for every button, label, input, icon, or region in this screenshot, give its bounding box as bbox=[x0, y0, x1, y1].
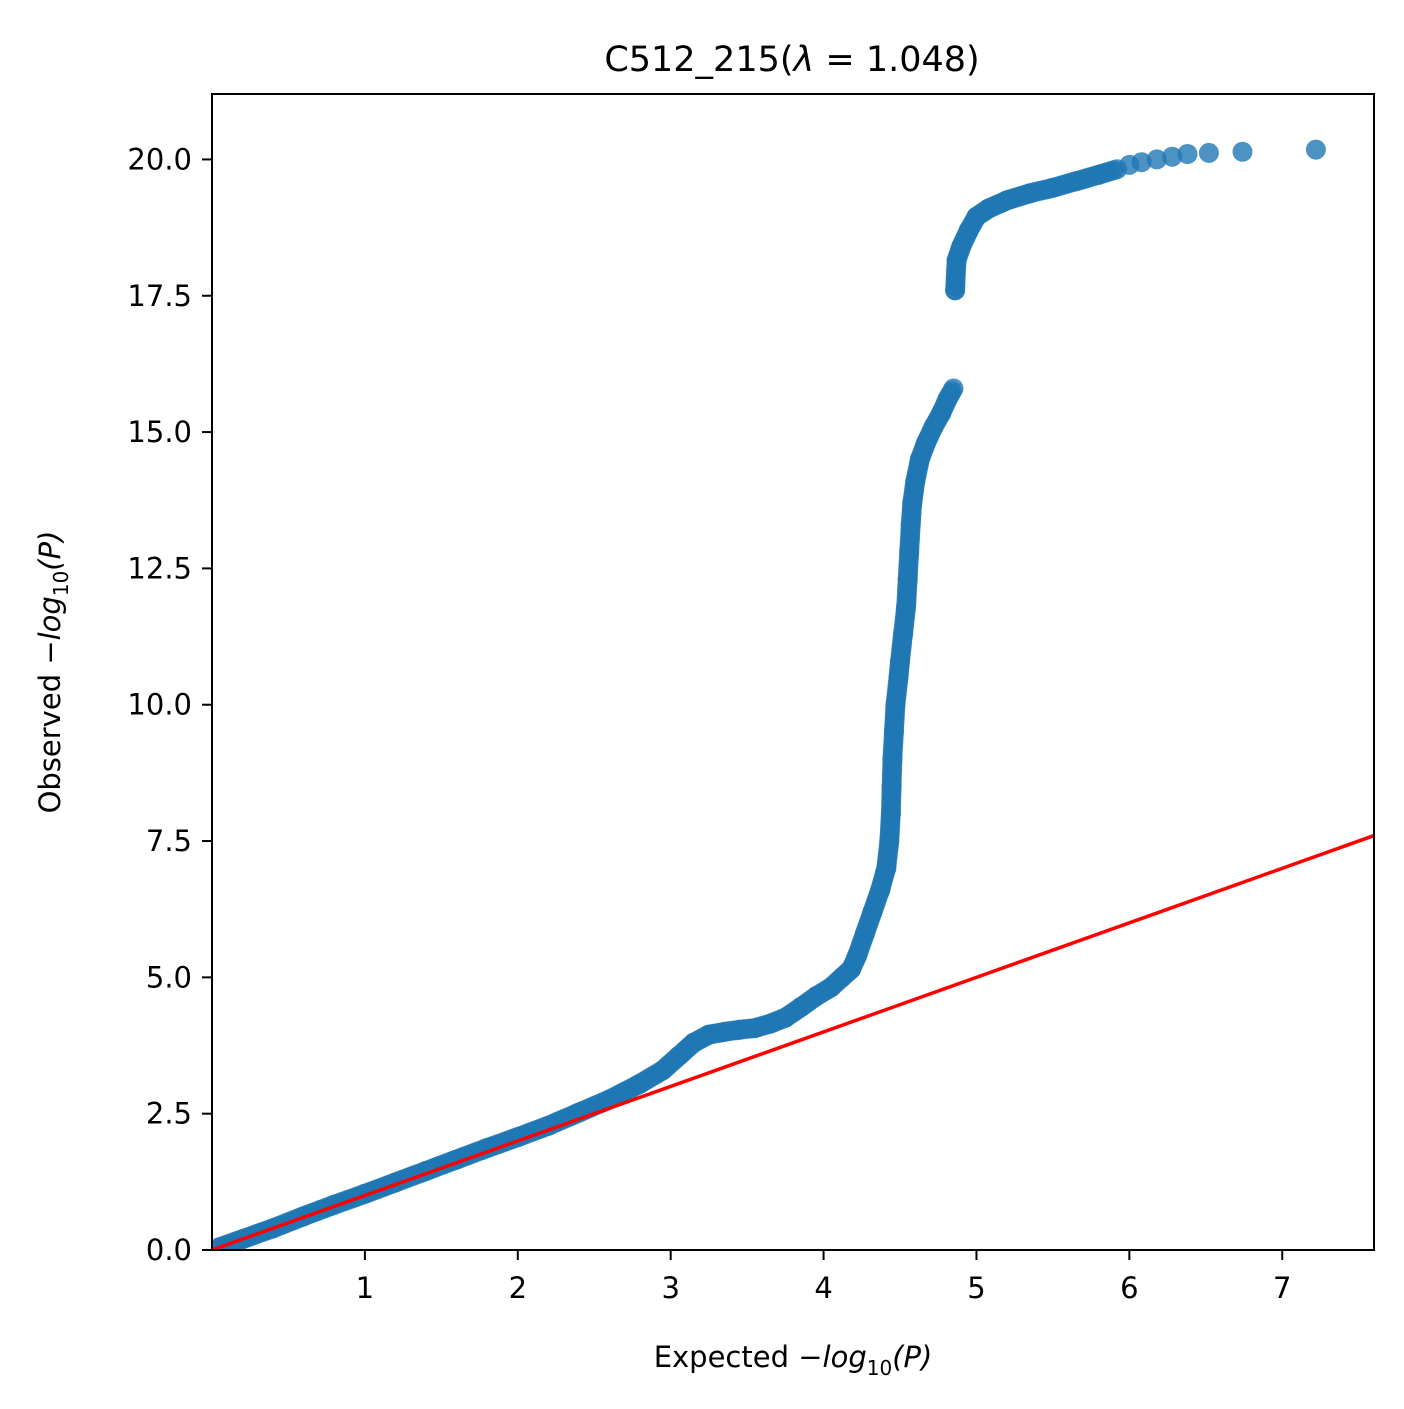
data-point bbox=[951, 236, 972, 257]
x-axis-title-log: log bbox=[823, 1340, 867, 1374]
y-axis-title-sub: 10 bbox=[49, 571, 73, 596]
data-point bbox=[1065, 171, 1086, 192]
data-point bbox=[882, 749, 903, 770]
points-layer bbox=[212, 139, 1326, 1250]
data-point bbox=[883, 722, 904, 742]
data-point bbox=[896, 596, 917, 617]
data-point bbox=[1131, 152, 1152, 173]
data-point bbox=[653, 1060, 673, 1081]
data-point bbox=[916, 433, 936, 453]
x-tick-label: 1 bbox=[356, 1271, 374, 1305]
chart-title-open-paren: ( bbox=[780, 40, 794, 80]
data-point bbox=[744, 1018, 765, 1039]
data-point bbox=[854, 923, 875, 944]
data-point bbox=[805, 986, 826, 1007]
x-axis-ticks: 1 2 3 4 5 6 7 bbox=[356, 1250, 1291, 1305]
data-point bbox=[876, 858, 897, 879]
data-point bbox=[760, 1013, 781, 1034]
data-point bbox=[630, 1073, 651, 1094]
chart-title-close-paren: ) bbox=[966, 40, 980, 80]
y-tick-label: 17.5 bbox=[127, 279, 192, 313]
data-point bbox=[997, 190, 1018, 211]
chart-title: C512_215(λ = 1.048) bbox=[604, 40, 979, 80]
data-point bbox=[885, 694, 906, 715]
data-point bbox=[775, 1007, 796, 1028]
data-point bbox=[897, 569, 918, 590]
data-point bbox=[683, 1032, 704, 1053]
data-point bbox=[599, 1089, 620, 1110]
y-tick-label: 2.5 bbox=[146, 1097, 192, 1131]
data-point bbox=[905, 471, 926, 492]
y-tick-label: 15.0 bbox=[127, 415, 192, 449]
data-point bbox=[880, 803, 901, 824]
x-axis-title-sub: 10 bbox=[867, 1356, 892, 1380]
chart-title-equals: = bbox=[814, 40, 866, 80]
y-axis-title-log: log bbox=[33, 596, 67, 640]
data-point bbox=[890, 651, 910, 672]
data-point bbox=[1177, 144, 1198, 164]
y-axis-title: Observed −log10(P) bbox=[33, 531, 73, 814]
y-axis-title-prefix: Observed − bbox=[33, 640, 67, 813]
x-tick-label: 3 bbox=[661, 1271, 679, 1305]
data-point bbox=[1162, 146, 1183, 167]
y-tick-label: 12.5 bbox=[127, 551, 192, 585]
x-axis-title-prefix: Expected − bbox=[654, 1340, 823, 1374]
chart-title-name: C512_215 bbox=[604, 40, 780, 80]
data-point bbox=[879, 831, 900, 851]
reference-line-layer bbox=[212, 833, 1374, 1250]
y-axis-title-arg: (P) bbox=[33, 531, 67, 571]
reference-line bbox=[212, 833, 1374, 1250]
y-tick-label: 5.0 bbox=[146, 960, 192, 994]
data-point bbox=[1198, 142, 1219, 163]
x-tick-label: 2 bbox=[509, 1271, 527, 1305]
data-point bbox=[881, 776, 902, 797]
data-point bbox=[790, 997, 811, 1018]
x-tick-label: 4 bbox=[814, 1271, 832, 1305]
data-point bbox=[698, 1024, 719, 1045]
chart-title-lambda-value: 1.048 bbox=[866, 40, 966, 80]
data-point bbox=[1020, 183, 1040, 204]
data-point bbox=[1042, 177, 1063, 198]
data-point bbox=[1305, 139, 1326, 160]
data-point bbox=[978, 198, 999, 219]
y-tick-label: 0.0 bbox=[146, 1233, 192, 1267]
x-axis-title: Expected −log10(P) bbox=[654, 1340, 933, 1380]
data-point bbox=[847, 945, 868, 966]
data-point bbox=[893, 623, 914, 644]
data-point bbox=[888, 667, 909, 688]
y-tick-label: 20.0 bbox=[127, 142, 192, 176]
data-point bbox=[729, 1019, 750, 1040]
plot-frame bbox=[211, 93, 1375, 1251]
x-tick-label: 5 bbox=[967, 1271, 985, 1305]
data-point bbox=[899, 542, 920, 562]
data-point bbox=[909, 449, 930, 470]
data-point bbox=[943, 378, 964, 399]
data-point bbox=[862, 901, 883, 922]
data-point bbox=[1088, 164, 1109, 185]
data-point bbox=[714, 1021, 735, 1042]
data-point bbox=[902, 493, 923, 513]
y-tick-label: 7.5 bbox=[146, 824, 192, 858]
y-tick-label: 10.0 bbox=[127, 688, 192, 722]
chart-title-lambda-symbol: λ bbox=[792, 40, 815, 80]
x-tick-label: 6 bbox=[1120, 1271, 1138, 1305]
data-point bbox=[900, 514, 921, 535]
data-point bbox=[945, 280, 966, 301]
x-tick-label: 7 bbox=[1273, 1271, 1291, 1305]
data-point bbox=[870, 880, 891, 901]
x-axis-title-arg: (P) bbox=[892, 1340, 932, 1374]
data-point bbox=[1146, 149, 1167, 170]
y-axis-ticks: 0.0 2.5 5.0 7.5 10.0 12.5 15.0 17.5 20.0 bbox=[127, 142, 212, 1267]
data-point bbox=[1232, 141, 1253, 162]
data-point bbox=[668, 1046, 689, 1067]
